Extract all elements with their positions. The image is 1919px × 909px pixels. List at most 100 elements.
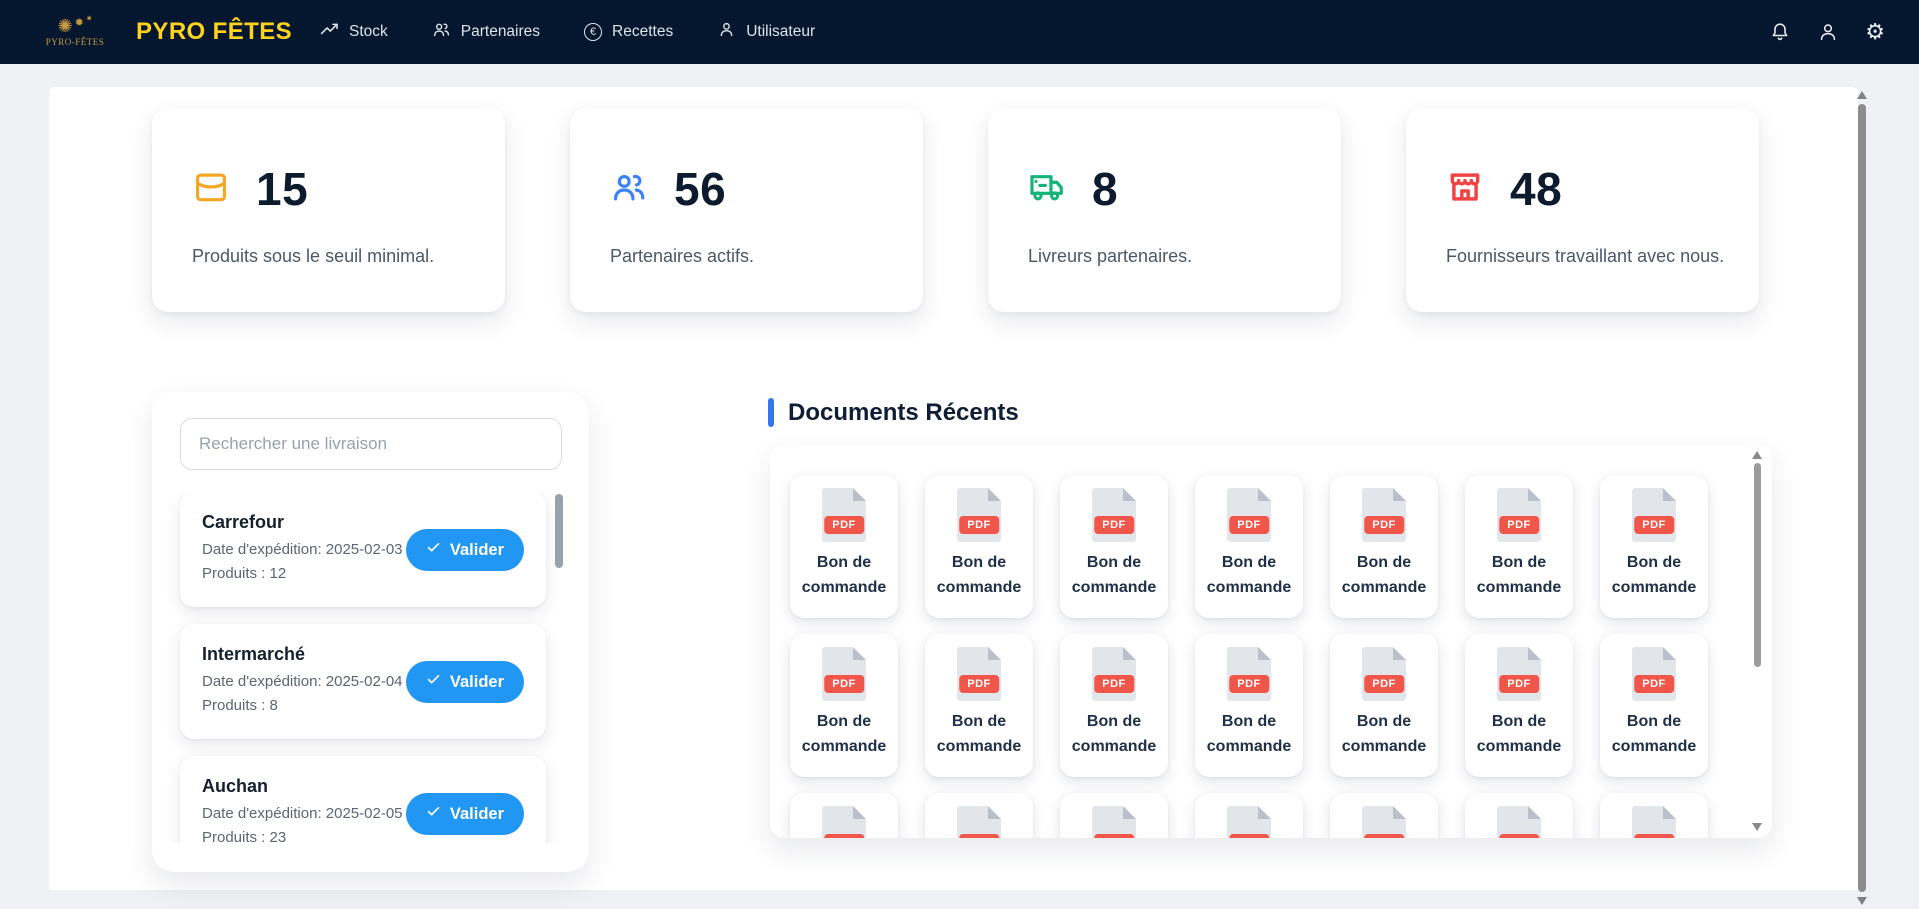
validate-button[interactable]: Valider	[406, 793, 524, 835]
people-icon	[610, 168, 648, 211]
delivery-products: Produits : 12	[202, 565, 286, 582]
main-nav: Stock Partenaires € Recettes	[320, 20, 815, 44]
document-label: Bon de commande	[937, 550, 1021, 600]
deliveries-scrollbar-thumb[interactable]	[555, 494, 563, 568]
pdf-document-card[interactable]: PDF Bon de commande	[1330, 793, 1438, 838]
pdf-document-card[interactable]: PDF Bon de commande	[1060, 793, 1168, 838]
pdf-document-card[interactable]: PDF Bon de commande	[1330, 634, 1438, 777]
document-label: Bon de commande	[1207, 709, 1291, 759]
brand-logo[interactable]: ✺✹✷ PYRO-FÊTES	[40, 3, 110, 61]
pdf-badge: PDF	[1499, 834, 1539, 838]
nav-label: Utilisateur	[746, 23, 815, 41]
pdf-badge: PDF	[959, 516, 999, 534]
delivery-name: Intermarché	[202, 644, 305, 665]
documents-scrollbar	[1751, 445, 1765, 838]
check-icon	[426, 804, 441, 824]
pdf-file-icon: PDF	[822, 806, 866, 838]
document-label: Bon de commande	[802, 550, 886, 600]
pdf-document-card[interactable]: PDF Bon de commande	[1060, 475, 1168, 618]
pdf-file-icon: PDF	[957, 488, 1001, 542]
pdf-file-icon: PDF	[957, 806, 1001, 838]
pdf-document-card[interactable]: PDF Bon de commande	[925, 634, 1033, 777]
validate-label: Valider	[450, 541, 504, 560]
pdf-file-icon: PDF	[1362, 647, 1406, 701]
stat-card-active-partners: 56 Partenaires actifs.	[570, 108, 923, 312]
scroll-up-arrow[interactable]	[1857, 91, 1867, 99]
nav-item-partenaires[interactable]: Partenaires	[432, 20, 540, 44]
pdf-file-icon: PDF	[1092, 647, 1136, 701]
stat-value: 8	[1092, 162, 1118, 216]
stat-card-low-stock: 15 Produits sous le seuil minimal.	[152, 108, 505, 312]
pdf-document-card[interactable]: PDF Bon de commande	[790, 475, 898, 618]
pdf-document-card[interactable]: PDF Bon de commande	[790, 793, 898, 838]
pdf-document-card[interactable]: PDF Bon de commande	[1600, 634, 1708, 777]
pdf-document-card[interactable]: PDF Bon de commande	[1195, 793, 1303, 838]
search-input[interactable]	[180, 418, 562, 470]
delivery-row-intermarche: Intermarché Date d'expédition: 2025-02-0…	[180, 624, 546, 739]
documents-title: Documents Récents	[788, 399, 1019, 427]
scroll-down-arrow[interactable]	[1752, 823, 1762, 831]
pdf-document-card[interactable]: PDF Bon de commande	[1465, 793, 1573, 838]
pdf-file-icon: PDF	[1362, 488, 1406, 542]
pdf-badge: PDF	[824, 675, 864, 693]
archive-box-icon	[192, 168, 230, 211]
scroll-down-arrow[interactable]	[1857, 897, 1867, 905]
pdf-document-card[interactable]: PDF Bon de commande	[1330, 475, 1438, 618]
deliveries-list: Carrefour Date d'expédition: 2025-02-03 …	[152, 492, 589, 843]
pdf-badge: PDF	[1364, 516, 1404, 534]
documents-scrollbar-thumb[interactable]	[1754, 463, 1761, 667]
validate-label: Valider	[450, 673, 504, 692]
pdf-document-card[interactable]: PDF Bon de commande	[1195, 475, 1303, 618]
pdf-document-card[interactable]: PDF Bon de commande	[790, 634, 898, 777]
user-icon[interactable]	[1817, 21, 1839, 43]
pdf-document-card[interactable]: PDF Bon de commande	[1600, 475, 1708, 618]
pdf-document-card[interactable]: PDF Bon de commande	[925, 793, 1033, 838]
pdf-document-card[interactable]: PDF Bon de commande	[1060, 634, 1168, 777]
delivery-date: Date d'expédition: 2025-02-04	[202, 673, 403, 690]
pdf-badge: PDF	[1499, 516, 1539, 534]
validate-button[interactable]: Valider	[406, 661, 524, 703]
pdf-badge: PDF	[1634, 516, 1674, 534]
pdf-file-icon: PDF	[1497, 647, 1541, 701]
page-scrollbar	[1855, 87, 1869, 909]
pdf-badge: PDF	[824, 834, 864, 838]
pdf-file-icon: PDF	[1632, 806, 1676, 838]
bell-icon[interactable]	[1769, 21, 1791, 43]
pdf-document-card[interactable]: PDF Bon de commande	[1465, 475, 1573, 618]
document-label: Bon de commande	[1342, 709, 1426, 759]
dashboard-page: ✺✹✷ PYRO-FÊTES PYRO FÊTES Stock	[0, 0, 1919, 909]
pdf-file-icon: PDF	[822, 647, 866, 701]
nav-item-recettes[interactable]: € Recettes	[584, 23, 673, 41]
document-label: Bon de commande	[1342, 550, 1426, 600]
delivery-row-carrefour: Carrefour Date d'expédition: 2025-02-03 …	[180, 492, 546, 607]
page-scrollbar-thumb[interactable]	[1858, 104, 1866, 892]
pdf-file-icon: PDF	[822, 488, 866, 542]
pdf-badge: PDF	[824, 516, 864, 534]
logo-wordmark: PYRO-FÊTES	[46, 37, 105, 47]
gear-icon[interactable]: ⚙	[1865, 21, 1885, 43]
stat-value: 48	[1510, 162, 1562, 216]
nav-item-utilisateur[interactable]: Utilisateur	[717, 20, 815, 44]
nav-item-stock[interactable]: Stock	[320, 20, 388, 44]
scroll-up-arrow[interactable]	[1752, 451, 1762, 459]
nav-label: Partenaires	[461, 23, 540, 41]
document-label: Bon de commande	[1612, 709, 1696, 759]
user-icon	[717, 20, 736, 44]
pdf-document-card[interactable]: PDF Bon de commande	[1600, 793, 1708, 838]
trending-up-icon	[320, 20, 339, 44]
document-label: Bon de commande	[937, 709, 1021, 759]
validate-button[interactable]: Valider	[406, 529, 524, 571]
pdf-file-icon: PDF	[1092, 806, 1136, 838]
pdf-file-icon: PDF	[957, 647, 1001, 701]
stat-value: 15	[256, 162, 308, 216]
document-label: Bon de commande	[1207, 550, 1291, 600]
fireworks-icon: ✺✹✷	[57, 17, 92, 35]
pdf-document-card[interactable]: PDF Bon de commande	[1195, 634, 1303, 777]
pdf-document-card[interactable]: PDF Bon de commande	[1465, 634, 1573, 777]
pdf-file-icon: PDF	[1227, 647, 1271, 701]
storefront-icon	[1446, 168, 1484, 211]
documents-heading: Documents Récents	[768, 398, 1019, 427]
pdf-badge: PDF	[959, 675, 999, 693]
pdf-document-card[interactable]: PDF Bon de commande	[925, 475, 1033, 618]
navbar-actions: ⚙	[1769, 21, 1885, 43]
